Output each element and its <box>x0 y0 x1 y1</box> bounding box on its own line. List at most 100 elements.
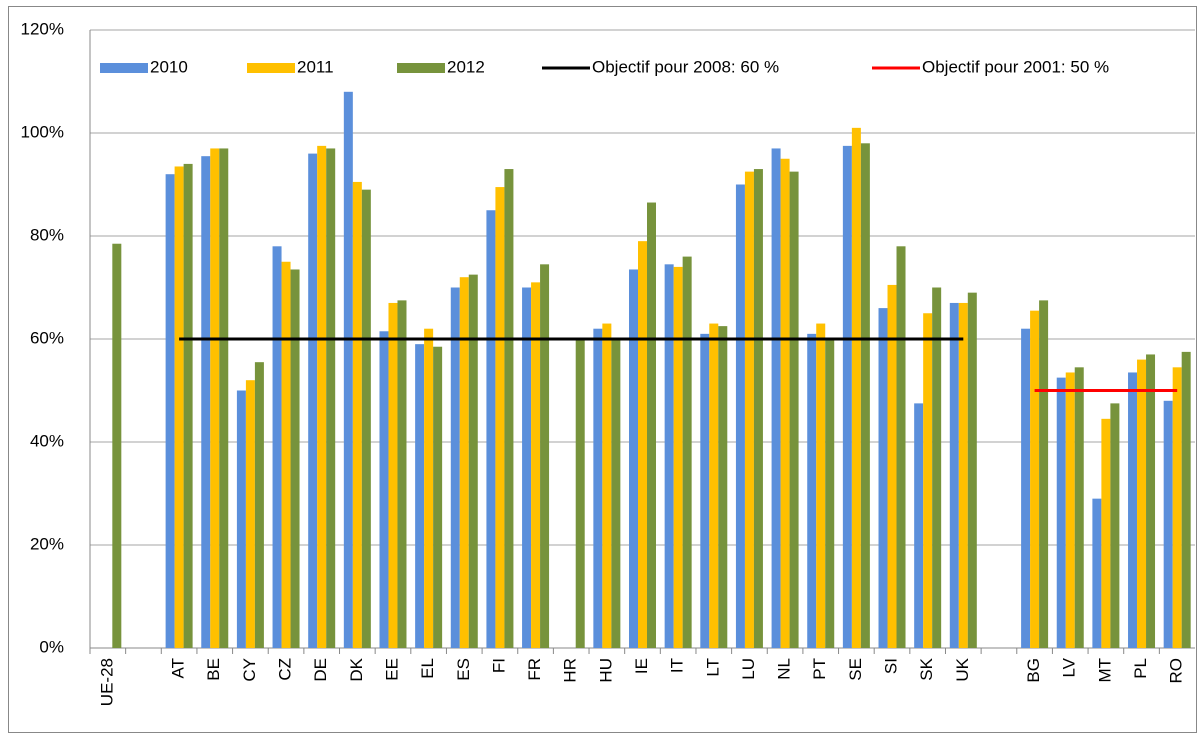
x-tick-label: ES <box>454 658 473 681</box>
bar <box>842 145 852 648</box>
y-tick-label: 120% <box>21 19 64 38</box>
bar <box>575 339 585 648</box>
x-tick-label: SE <box>846 658 865 681</box>
bar <box>210 148 220 648</box>
bar <box>647 202 656 648</box>
x-tick-label: BE <box>204 658 223 681</box>
bar <box>459 277 469 648</box>
legend-label: 2012 <box>447 57 485 76</box>
bar <box>272 246 282 649</box>
bar <box>807 333 817 648</box>
x-tick-label: NL <box>775 658 794 680</box>
bar <box>388 302 398 648</box>
legend-swatch <box>397 63 445 73</box>
bar <box>878 308 888 648</box>
legend-label: 2011 <box>297 57 334 76</box>
bar <box>219 148 229 648</box>
bar <box>1039 300 1049 648</box>
bar <box>967 292 977 648</box>
x-tick-label: DK <box>347 657 366 681</box>
bar <box>825 339 835 648</box>
x-tick-label: HR <box>561 658 580 683</box>
x-tick-label: BG <box>1024 658 1043 683</box>
y-tick-label: 20% <box>30 534 64 553</box>
bar <box>771 148 781 648</box>
bar <box>361 189 371 648</box>
x-tick-label: IE <box>632 658 651 674</box>
bar <box>735 184 745 648</box>
bar <box>424 328 434 648</box>
bar <box>326 148 336 648</box>
bar <box>201 156 211 649</box>
bar <box>308 153 318 648</box>
bar <box>638 241 647 648</box>
x-tick-label: MT <box>1095 658 1114 683</box>
bar <box>611 339 621 648</box>
bar <box>1110 403 1120 648</box>
bar <box>317 145 327 648</box>
bar <box>379 331 389 648</box>
bar <box>290 269 300 648</box>
x-tick-label: RO <box>1167 658 1186 684</box>
legend-swatch <box>100 63 148 73</box>
bar <box>1021 328 1031 648</box>
bar <box>1181 351 1191 648</box>
bar <box>254 362 264 648</box>
bar <box>245 380 255 648</box>
bar <box>1128 372 1138 648</box>
x-tick-label: CY <box>240 658 259 682</box>
bar <box>281 261 291 648</box>
bar <box>112 243 122 648</box>
y-tick-label: 60% <box>30 328 64 347</box>
bar <box>602 323 612 648</box>
y-tick-label: 40% <box>30 431 64 450</box>
bar <box>236 390 246 648</box>
bar <box>1137 359 1147 648</box>
bar <box>397 300 407 648</box>
bar <box>1146 354 1156 648</box>
bar <box>753 169 763 649</box>
bar <box>183 163 193 648</box>
bar <box>486 210 496 648</box>
bar <box>415 344 425 648</box>
bar <box>1065 372 1075 648</box>
bar <box>816 323 826 648</box>
bar <box>468 274 478 648</box>
bar <box>1074 367 1084 648</box>
bar <box>958 302 968 648</box>
x-tick-label: LV <box>1060 657 1079 677</box>
bar <box>433 346 443 648</box>
bar <box>673 266 683 648</box>
bar <box>932 287 942 648</box>
bar <box>914 403 924 648</box>
bar <box>1030 310 1040 648</box>
legend-swatch <box>247 63 295 73</box>
bar <box>495 187 505 648</box>
x-tick-label: IT <box>668 658 687 673</box>
x-tick-label: CZ <box>276 658 295 681</box>
bar <box>629 269 638 648</box>
bar <box>540 264 550 648</box>
bar <box>504 169 514 649</box>
bar <box>744 171 754 648</box>
bar <box>1101 418 1111 648</box>
bar <box>352 181 362 649</box>
x-tick-label: LU <box>739 658 758 680</box>
x-tick-label: FI <box>489 658 508 673</box>
x-tick-label: FR <box>525 658 544 681</box>
x-tick-label: HU <box>596 658 615 683</box>
bar <box>522 287 532 648</box>
bar <box>1056 377 1066 648</box>
x-tick-label: SI <box>882 658 901 674</box>
bar <box>923 313 933 648</box>
x-tick-label: DE <box>311 658 330 682</box>
y-tick-label: 0% <box>39 637 64 656</box>
bar <box>531 282 541 648</box>
x-tick-label: PL <box>1131 658 1150 679</box>
legend-label: 2010 <box>150 57 188 76</box>
x-tick-label: UE-28 <box>97 658 116 706</box>
x-tick-label: EE <box>382 658 401 681</box>
bar <box>718 326 728 648</box>
bar <box>174 166 184 648</box>
